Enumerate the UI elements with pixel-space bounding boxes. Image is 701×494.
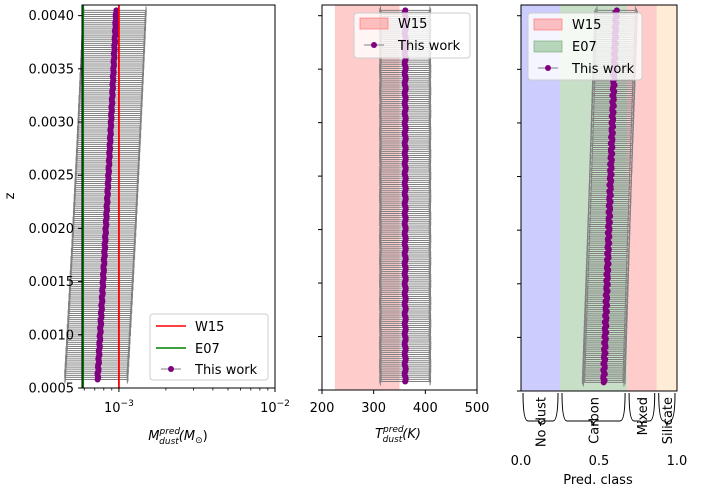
y-tick-label: 0.0030 bbox=[29, 116, 75, 131]
x-tick-label-exponent: −2 bbox=[277, 399, 290, 409]
x-tick-label: 200 bbox=[310, 401, 335, 416]
xlabel-t-sub: dust bbox=[383, 435, 403, 445]
legend-w15-label: W15 bbox=[572, 18, 601, 33]
legend-this-work-marker bbox=[168, 366, 174, 372]
xlabel-m-sun: ⊙ bbox=[195, 436, 203, 446]
legend-w15-label: W15 bbox=[398, 17, 427, 32]
panel-dust-mass-frame bbox=[81, 4, 276, 389]
legend-this-work-label: This work bbox=[571, 62, 635, 77]
xlabel-m-sup: pred bbox=[158, 427, 180, 437]
panel-pred-class: 0.0 0.5 1.0 No dust Carbon Mixed Silicate Pre… bbox=[511, 4, 688, 488]
xlabel-m-sub: dust bbox=[159, 437, 179, 447]
y-tick-label: 0.0015 bbox=[29, 275, 75, 290]
x-tick-label-base: 10 bbox=[104, 401, 121, 416]
class-brace-silicate bbox=[658, 392, 676, 427]
panel-pred-class-x-label: Pred. class bbox=[563, 473, 633, 488]
panel-dust-mass-legend: W15 E07 This work bbox=[149, 313, 269, 381]
panel-pred-class-frame bbox=[520, 4, 678, 392]
panel-pred-class-class-braces: No dust Carbon Mixed Silicate bbox=[522, 392, 676, 447]
legend-w15-patch bbox=[533, 18, 563, 31]
xlabel-m-close: ) bbox=[203, 429, 208, 444]
x-tick-label: 10−3 bbox=[104, 399, 134, 416]
y-tick-label: 0.0040 bbox=[29, 9, 75, 24]
x-tick-label: 0.0 bbox=[511, 454, 532, 469]
y-tick-label: 0.0010 bbox=[29, 328, 75, 343]
xlabel-m-tail: (M bbox=[179, 429, 195, 444]
legend-w15-patch bbox=[359, 17, 389, 30]
legend-this-work-label: This work bbox=[194, 363, 258, 378]
panel-dust-mass: 0.0005 0.0010 0.0015 0.0020 0.0025 0.0030 0.00… bbox=[3, 4, 290, 447]
panel-dust-temp: 200 300 400 500 Tpred dust(K) W15 This work bbox=[310, 4, 490, 445]
x-tick-label-base: 10 bbox=[260, 401, 277, 416]
legend-e07-patch bbox=[533, 40, 563, 53]
x-tick-label: 1.0 bbox=[667, 454, 688, 469]
panel-dust-mass-x-label: Mpred dust(M⊙) bbox=[148, 427, 207, 447]
class-brace-mixed bbox=[628, 392, 656, 427]
xlabel-t-tail: (K) bbox=[402, 427, 421, 442]
panel-dust-temp-y-ticks bbox=[318, 15, 322, 391]
class-label-no-dust: No dust bbox=[535, 397, 550, 447]
class-band-silicate bbox=[656, 5, 677, 391]
class-label-silicate: Silicate bbox=[661, 397, 676, 444]
y-tick-label: 0.0025 bbox=[29, 169, 75, 184]
y-tick-label: 0.0005 bbox=[29, 382, 75, 397]
y-tick-label: 0.0020 bbox=[29, 222, 75, 237]
xlabel-t-sup: pred bbox=[382, 425, 404, 435]
panel-pred-class-legend: W15 E07 This work bbox=[527, 12, 643, 81]
legend-this-work-label: This work bbox=[397, 39, 461, 54]
panel-dust-temp-legend: W15 This work bbox=[353, 12, 471, 59]
panel-dust-temp-x-ticks: 200 300 400 500 bbox=[310, 390, 490, 416]
legend-e07-label: E07 bbox=[572, 40, 597, 55]
x-tick-label-exponent: −3 bbox=[121, 399, 134, 409]
x-tick-label: 10−2 bbox=[260, 399, 290, 416]
legend-w15-label: W15 bbox=[195, 320, 224, 335]
y-tick-label: 0.0035 bbox=[29, 62, 75, 77]
x-tick-label: 400 bbox=[413, 401, 438, 416]
class-brace-carbon bbox=[561, 392, 626, 427]
panel-dust-mass-y-ticks: 0.0005 0.0010 0.0015 0.0020 0.0025 0.0030 0.00… bbox=[29, 9, 82, 397]
data-point bbox=[113, 7, 120, 14]
panel-dust-temp-frame bbox=[321, 4, 478, 391]
x-tick-label: 500 bbox=[465, 401, 490, 416]
panel-pred-class-y-ticks bbox=[517, 15, 521, 392]
panel-dust-mass-plot-area bbox=[64, 5, 147, 388]
x-tick-label: 300 bbox=[361, 401, 386, 416]
panel-pred-class-x-ticks: 0.0 0.5 1.0 bbox=[511, 454, 688, 469]
legend-this-work-marker bbox=[545, 65, 551, 71]
panel-dust-mass-x-ticks: 10−3 10−2 bbox=[83, 388, 290, 416]
data-point bbox=[613, 7, 620, 14]
legend-e07-label: E07 bbox=[195, 342, 220, 357]
xlabel-t: T bbox=[375, 427, 384, 442]
class-label-mixed: Mixed bbox=[636, 397, 651, 435]
data-point bbox=[402, 7, 409, 14]
band-w15 bbox=[334, 5, 400, 390]
x-tick-label: 0.5 bbox=[589, 454, 610, 469]
legend-this-work-marker bbox=[371, 42, 377, 48]
xlabel-m: M bbox=[148, 429, 159, 444]
class-label-carbon: Carbon bbox=[588, 397, 603, 444]
legend-box bbox=[149, 313, 269, 381]
panel-dust-temp-x-label: Tpred dust(K) bbox=[375, 425, 421, 445]
panel-dust-temp-plot-area bbox=[334, 5, 432, 390]
panel-dust-mass-y-label: z bbox=[3, 192, 18, 199]
class-brace-no-dust bbox=[522, 392, 559, 427]
